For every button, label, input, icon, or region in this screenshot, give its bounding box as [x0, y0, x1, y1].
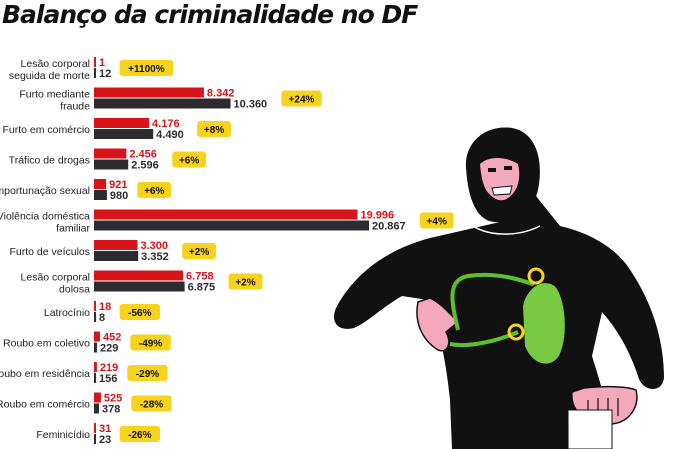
value-label-b: 8: [99, 312, 105, 324]
value-label-b: 4.490: [156, 129, 184, 141]
category-label: dolosa: [59, 284, 90, 296]
value-label-b: 2.596: [131, 160, 159, 172]
change-badge: [119, 304, 160, 320]
bar-series-a: [94, 179, 107, 189]
bar-series-a: [94, 57, 96, 67]
change-badge: [119, 426, 160, 442]
category-label: Latrocínio: [44, 307, 90, 319]
change-badge-label: +8%: [204, 125, 224, 136]
category-label: Lesão corporal: [21, 272, 90, 284]
category-label: Tráfico de drogas: [9, 155, 90, 167]
value-label-b: 20.867: [372, 221, 406, 233]
value-label-a: 19.996: [361, 210, 395, 222]
change-badge-label: -56%: [128, 308, 151, 319]
change-badge-label: +1100%: [128, 64, 165, 75]
category-label: Feminicídio: [36, 429, 90, 441]
change-badge-label: +4%: [427, 217, 447, 228]
change-badge: [131, 395, 172, 412]
change-badge-label: +24%: [289, 95, 315, 106]
chart-title: Balanço da criminalidade no DF: [2, 0, 418, 29]
change-badge: [182, 243, 216, 259]
value-label-a: 4.176: [152, 118, 180, 130]
change-badge-label: -26%: [128, 430, 151, 441]
category-label: Furto de veículos: [9, 246, 90, 258]
value-label-a: 525: [104, 393, 122, 405]
value-label-a: 31: [99, 423, 111, 435]
value-label-b: 156: [99, 373, 117, 385]
change-badge-label: +6%: [144, 186, 164, 197]
value-label-a: 6.758: [186, 271, 214, 283]
change-badge: [137, 182, 172, 198]
bar-series-a: [94, 362, 97, 372]
change-badge-label: +2%: [189, 247, 209, 258]
value-label-b: 23: [99, 434, 111, 446]
value-label-b: 6.875: [188, 282, 216, 294]
change-badge: [419, 212, 454, 229]
value-label-b: 10.360: [234, 99, 268, 111]
change-badge-label: -28%: [140, 400, 163, 411]
category-label: Roubo em coletivo: [3, 338, 90, 350]
category-label: Roubo em residência: [0, 368, 90, 380]
change-badge: [197, 121, 231, 137]
change-badge: [130, 334, 171, 351]
category-label: Lesão corporal: [21, 58, 90, 70]
value-label-b: 980: [110, 190, 128, 202]
value-label-b: 378: [102, 404, 120, 416]
value-label-a: 1: [99, 57, 105, 69]
bar-series-b: [94, 251, 139, 261]
bar-series-a: [94, 87, 204, 98]
change-badge: [281, 90, 322, 107]
value-label-a: 3.300: [140, 240, 168, 252]
category-label: Furto mediante: [19, 89, 90, 101]
change-badge: [119, 60, 174, 76]
category-label: seguida de morte: [9, 70, 90, 82]
category-label: Furto em comércio: [2, 124, 90, 136]
category-label: Roubo em comércio: [0, 399, 90, 411]
bar-series-b: [94, 373, 97, 383]
bar-series-b: [94, 68, 96, 78]
value-label-b: 229: [100, 343, 118, 355]
value-label-a: 8.342: [207, 88, 235, 100]
value-label-a: 921: [109, 179, 127, 191]
bar-series-b: [94, 159, 129, 170]
change-badge-label: -29%: [136, 369, 159, 380]
value-label-a: 2.456: [129, 149, 157, 161]
bar-series-b: [94, 190, 107, 200]
bar-series-b: [94, 129, 154, 139]
bar-series-b: [94, 281, 185, 292]
change-badge-label: +2%: [235, 278, 255, 289]
change-badge: [172, 151, 207, 168]
bar-series-a: [94, 392, 101, 403]
value-label-b: 3.352: [141, 251, 169, 263]
value-label-a: 18: [99, 301, 111, 313]
bar-series-b: [94, 220, 369, 231]
change-badge: [228, 273, 263, 290]
category-label: Importunação sexual: [0, 185, 90, 197]
change-badge: [127, 365, 168, 381]
value-label-b: 12: [99, 68, 111, 80]
value-label-a: 452: [103, 332, 121, 344]
category-label: Violência doméstica: [0, 211, 90, 223]
bar-series-a: [94, 331, 100, 342]
change-badge-label: -49%: [139, 339, 162, 350]
bar-series-b: [94, 98, 231, 109]
bar-series-a: [94, 148, 127, 159]
bar-series-b: [94, 312, 96, 322]
bar-series-b: [94, 403, 99, 414]
category-label: familiar: [56, 223, 90, 235]
change-badge-label: +6%: [179, 156, 199, 167]
bar-series-b: [94, 342, 98, 353]
bar-series-a: [94, 118, 150, 128]
bar-series-a: [94, 240, 138, 250]
bar-series-a: [94, 423, 96, 433]
bar-series-a: [94, 209, 358, 220]
value-label-a: 219: [100, 362, 118, 374]
bar-series-b: [94, 434, 96, 444]
bar-series-a: [94, 301, 96, 311]
category-label: fraude: [60, 101, 90, 113]
bar-series-a: [94, 270, 184, 281]
